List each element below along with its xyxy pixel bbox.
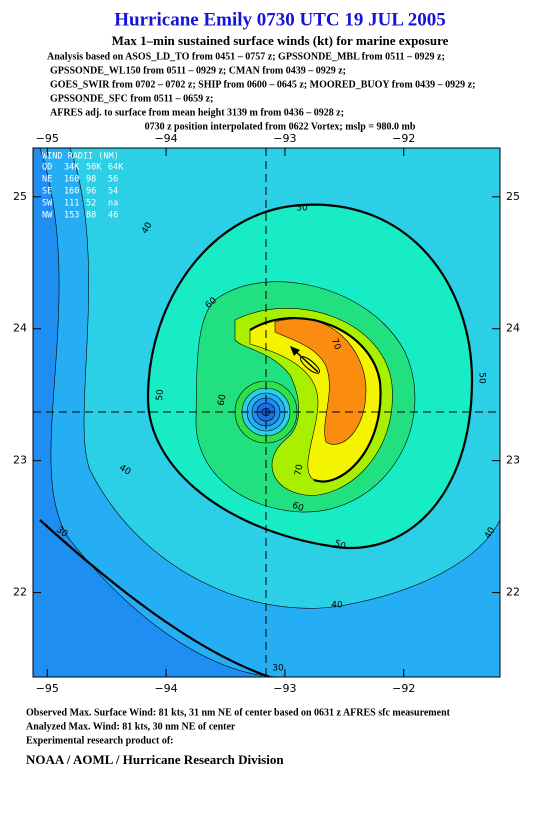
x-tick-label: −93 [273, 682, 296, 695]
x-tick-label: −94 [154, 682, 177, 695]
x-tick-label: −94 [154, 132, 177, 145]
wind-radii-cell: 88 [86, 211, 96, 221]
contour-30 [39, 519, 271, 677]
analysis-line: GOES_SWIR from 0702 – 0702 z; SHIP from … [50, 79, 475, 90]
subtitle: Max 1–min sustained surface winds (kt) f… [112, 33, 449, 48]
title: Hurricane Emily 0730 UTC 19 JUL 2005 [114, 9, 445, 30]
analysis-line: GPSSONDE_WL150 from 0511 – 0929 z; CMAN … [50, 65, 346, 76]
wind-radii-cell: NW [42, 211, 53, 221]
max-wind-arrow [293, 349, 319, 373]
wind-radii-cell: 98 [86, 175, 96, 185]
analysis-line: AFRES adj. to surface from mean height 3… [50, 107, 344, 118]
contour-label: 70 [329, 337, 342, 351]
contour-label: 40 [331, 601, 343, 611]
wind-radii-cell: SE [42, 187, 52, 197]
analysis-line: Analysis based on ASOS_LD_TO from 0451 –… [47, 51, 445, 62]
wind-radii-title: WIND RADII (NM) [42, 152, 119, 162]
contour-label: 70 [294, 463, 306, 476]
wind-radii-header: QD [42, 163, 52, 173]
y-tick-label: 24 [506, 322, 520, 335]
y-tick-label: 23 [506, 454, 520, 467]
analysis-notes: Analysis based on ASOS_LD_TO from 0451 –… [47, 51, 475, 132]
wind-radii-header: 34K [64, 163, 80, 173]
wind-radii-cell: 160 [64, 187, 79, 197]
contour-70 [249, 316, 382, 483]
analysis-line: 0730 z position interpolated from 0622 V… [145, 121, 416, 132]
contour-label: 50 [477, 372, 487, 384]
footer-line: Experimental research product of: [26, 735, 173, 746]
wind-radii-cell: 52 [86, 199, 96, 209]
footer: Observed Max. Surface Wind: 81 kts, 31 n… [26, 707, 451, 767]
band-75 [274, 318, 367, 445]
contour-50 [146, 203, 474, 549]
wind-radii-cell: NE [42, 175, 52, 185]
x-tick-label: −93 [273, 132, 296, 145]
arrow-head [290, 346, 300, 356]
wind-radii-cell: 46 [108, 211, 118, 221]
wind-radii-cell: 56 [108, 175, 118, 185]
x-tick-label: −95 [36, 682, 59, 695]
y-tick-label: 24 [13, 322, 27, 335]
x-tick-label: −92 [392, 682, 415, 695]
axes: −95 −95 −94 −94 −93 −93 −92 −92 22 22 23 23 24 24 25 25 [13, 132, 520, 695]
map-frame [32, 147, 501, 678]
y-tick-label: 25 [506, 190, 520, 203]
wind-radii-cell: 96 [86, 187, 96, 197]
wind-radii-header: 50K [86, 163, 102, 173]
wind-radii-cell: 111 [64, 199, 79, 209]
footer-line: Observed Max. Surface Wind: 81 kts, 31 n… [26, 707, 451, 718]
contour-label: 60 [217, 393, 229, 406]
wind-radii-cell: SW [42, 199, 53, 209]
wind-radii-cell: 153 [64, 211, 79, 221]
contour-label: 50 [155, 389, 166, 402]
contour-label: 50 [333, 539, 347, 552]
analysis-line: GPSSONDE_SFC from 0511 – 0659 z; [50, 93, 213, 104]
footer-line: NOAA / AOML / Hurricane Research Divisio… [26, 752, 284, 767]
x-tick-label: −95 [36, 132, 59, 145]
wind-radii-table: WIND RADII (NM)QD 34K 50K 64K NE 160 98 56 SE 160… [42, 152, 124, 221]
y-tick-label: 23 [13, 454, 27, 467]
wind-radii-cell: 54 [108, 187, 118, 197]
contour-label: 60 [291, 501, 305, 514]
y-tick-label: 25 [13, 190, 27, 203]
max-wind-ellipse [299, 356, 321, 374]
contour-label: 30 [272, 664, 284, 674]
contour-label: 50 [296, 204, 308, 214]
wind-radii-cell: na [108, 199, 118, 209]
x-tick-label: −92 [392, 132, 415, 145]
footer-line: Analyzed Max. Wind: 81 kts, 30 nm NE of … [26, 721, 236, 732]
y-tick-label: 22 [506, 586, 520, 599]
wind-radii-cell: 160 [64, 175, 79, 185]
wind-radii-header: 64K [108, 163, 124, 173]
y-tick-label: 22 [13, 586, 27, 599]
